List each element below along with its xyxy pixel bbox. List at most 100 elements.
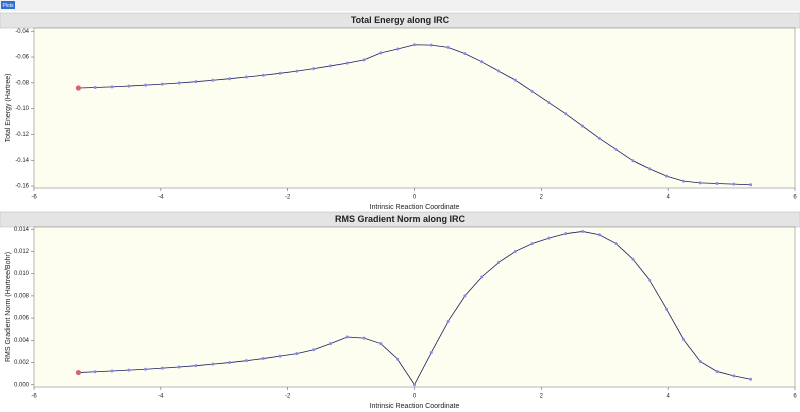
point bbox=[144, 83, 148, 87]
point bbox=[681, 337, 685, 341]
point bbox=[194, 80, 198, 84]
point bbox=[648, 167, 652, 171]
point bbox=[581, 124, 585, 128]
point bbox=[564, 232, 568, 236]
y-tick-label: 0.000 bbox=[14, 382, 30, 388]
plot-area bbox=[33, 27, 796, 189]
x-tick-label: -2 bbox=[285, 195, 291, 201]
x-tick-label: 0 bbox=[413, 195, 417, 201]
point bbox=[228, 77, 232, 81]
point bbox=[261, 357, 265, 361]
y-tick-label: 0.002 bbox=[14, 360, 30, 366]
y-tick-label: 0.012 bbox=[14, 249, 30, 255]
point bbox=[547, 236, 551, 240]
point bbox=[160, 82, 164, 86]
point bbox=[749, 183, 753, 187]
point bbox=[278, 71, 282, 75]
y-tick-label: 0.008 bbox=[14, 293, 30, 299]
x-tick-label: 4 bbox=[666, 394, 670, 400]
point bbox=[564, 112, 568, 116]
x-tick-label: 6 bbox=[793, 394, 797, 400]
point bbox=[144, 367, 148, 371]
x-tick-label: -4 bbox=[158, 394, 164, 400]
point bbox=[75, 85, 81, 91]
x-tick-label: -4 bbox=[158, 195, 164, 201]
point bbox=[497, 69, 501, 73]
point bbox=[429, 43, 433, 47]
x-tick-label: 2 bbox=[540, 195, 544, 201]
point bbox=[328, 342, 332, 346]
point bbox=[228, 361, 232, 365]
point bbox=[631, 159, 635, 163]
point bbox=[581, 229, 585, 233]
x-tick-label: 6 bbox=[793, 195, 797, 201]
point bbox=[446, 45, 450, 49]
y-tick-label: -0.08 bbox=[15, 80, 29, 86]
x-tick-label: -6 bbox=[31, 394, 37, 400]
y-tick-label: -0.16 bbox=[15, 184, 29, 190]
x-axis-label: Intrinsic Reaction Coordinate bbox=[370, 403, 460, 410]
point bbox=[244, 359, 248, 363]
x-tick-label: -2 bbox=[285, 394, 291, 400]
y-tick-label: -0.10 bbox=[15, 106, 29, 112]
point bbox=[665, 307, 669, 311]
point bbox=[429, 351, 433, 355]
point bbox=[480, 275, 484, 279]
point bbox=[160, 366, 164, 370]
y-tick-label: -0.14 bbox=[15, 158, 29, 164]
y-tick-label: 0.004 bbox=[14, 338, 30, 344]
point bbox=[345, 335, 349, 339]
y-tick-label: -0.06 bbox=[15, 55, 29, 61]
plot-area bbox=[33, 226, 796, 388]
point bbox=[127, 84, 131, 88]
point bbox=[681, 179, 685, 183]
point bbox=[93, 370, 97, 374]
point bbox=[715, 369, 719, 373]
point bbox=[631, 257, 635, 261]
point bbox=[312, 67, 316, 71]
point bbox=[513, 249, 517, 253]
y-axis-label: Total Energy (Hartree) bbox=[5, 74, 12, 143]
point bbox=[110, 369, 114, 373]
point bbox=[497, 261, 501, 265]
toolbar bbox=[0, 0, 800, 11]
y-axis-label: RMS Gradient Norm (Hartree/Bohr) bbox=[5, 252, 12, 362]
plots-button[interactable] bbox=[1, 1, 15, 9]
chart-title: RMS Gradient Norm along IRC bbox=[335, 214, 466, 224]
point bbox=[480, 60, 484, 64]
x-tick-label: 4 bbox=[666, 195, 670, 201]
point bbox=[463, 52, 467, 56]
point bbox=[597, 136, 601, 140]
x-tick-label: 2 bbox=[540, 394, 544, 400]
chart-title: Total Energy along IRC bbox=[351, 15, 450, 25]
point bbox=[362, 58, 366, 62]
y-tick-label: -0.04 bbox=[15, 29, 29, 35]
point bbox=[379, 51, 383, 55]
point bbox=[328, 64, 332, 68]
point bbox=[513, 78, 517, 82]
point bbox=[698, 181, 702, 185]
point bbox=[614, 148, 618, 152]
point bbox=[648, 278, 652, 282]
point bbox=[396, 357, 400, 361]
point bbox=[295, 69, 299, 73]
x-tick-label: -6 bbox=[31, 195, 37, 201]
y-tick-label: 0.010 bbox=[14, 271, 30, 277]
point bbox=[211, 78, 215, 82]
point bbox=[732, 374, 736, 378]
point bbox=[749, 377, 753, 381]
point bbox=[396, 47, 400, 51]
point bbox=[732, 182, 736, 186]
plots-button-label[interactable]: Plots bbox=[2, 3, 14, 9]
point bbox=[110, 85, 114, 89]
point bbox=[463, 294, 467, 298]
point bbox=[379, 342, 383, 346]
y-tick-label: -0.12 bbox=[15, 132, 29, 138]
y-tick-label: 0.006 bbox=[14, 316, 30, 322]
point bbox=[345, 61, 349, 65]
point bbox=[261, 73, 265, 77]
point bbox=[295, 352, 299, 356]
point bbox=[75, 369, 81, 376]
